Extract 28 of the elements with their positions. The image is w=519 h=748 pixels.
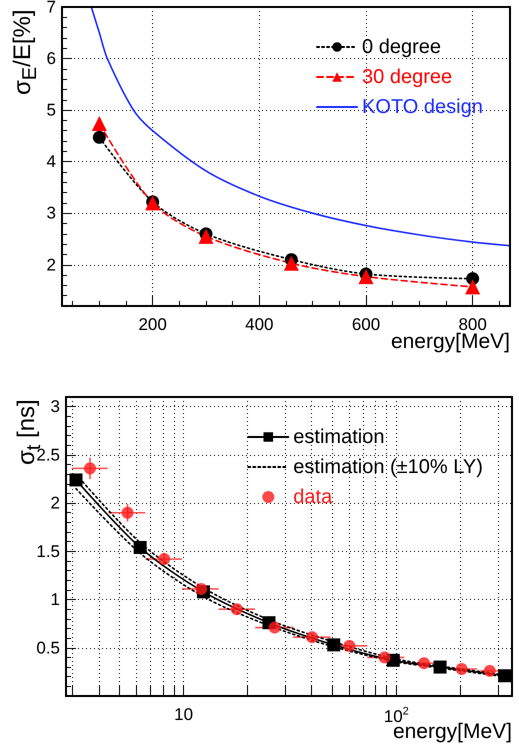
line-series <box>90 6 511 246</box>
y-tick-label: 1.5 <box>36 542 60 561</box>
y-tick-label: 2 <box>50 494 60 513</box>
point <box>92 116 107 132</box>
y-tick-label: 5 <box>46 100 56 120</box>
point <box>284 256 299 271</box>
point <box>465 279 480 294</box>
y-tick-label: 3 <box>46 204 56 223</box>
legend-label: estimation <box>293 426 384 448</box>
y-tick-label: 6 <box>46 49 56 68</box>
y-tick-label: 7 <box>46 0 56 16</box>
y-tick-label: 0.5 <box>36 638 60 658</box>
legend-label: estimation (±10% LY) <box>293 456 483 478</box>
point <box>92 130 106 144</box>
y-tick-label: 2 <box>46 255 56 274</box>
x-tick-label: 400 <box>245 315 274 334</box>
legend-label: KOTO design <box>362 96 483 118</box>
x-tick-label: 10 <box>174 705 194 724</box>
y-tick-label: 1 <box>50 590 60 610</box>
legend-label: 30 degree <box>362 66 452 88</box>
x-tick-label: 600 <box>352 315 380 334</box>
point <box>198 228 214 244</box>
y-tick-label: 4 <box>46 152 56 172</box>
y-tick-label: 3 <box>50 397 60 416</box>
x-tick-label: 200 <box>138 315 167 334</box>
point <box>358 269 374 284</box>
legend-label: 0 degree <box>362 36 442 58</box>
legend-label: data <box>293 486 334 508</box>
